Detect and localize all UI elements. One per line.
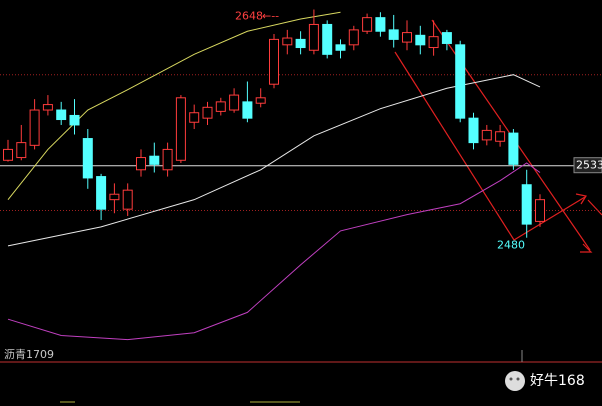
watermark-text: 好牛168 xyxy=(530,373,585,389)
candle-body xyxy=(308,23,319,51)
candle-body xyxy=(56,109,67,121)
candle-body xyxy=(495,131,506,142)
candle-body xyxy=(16,142,27,159)
candle-body xyxy=(375,17,386,32)
candle-body xyxy=(362,17,373,32)
watermark: 好牛168 xyxy=(505,371,585,391)
candle-body xyxy=(136,157,146,171)
candle-body xyxy=(255,97,266,104)
candle-body xyxy=(441,32,452,44)
candle-body xyxy=(202,106,213,119)
candle-body xyxy=(322,23,333,55)
candle-body xyxy=(229,94,240,111)
candle-body xyxy=(388,29,399,40)
candle-body xyxy=(348,29,359,46)
chart-title: 沥青1709 xyxy=(4,348,54,361)
candle-body xyxy=(175,97,186,161)
candle-body xyxy=(69,114,80,126)
candle-body xyxy=(122,189,133,210)
candle-body xyxy=(149,155,160,165)
candle-body xyxy=(109,193,120,201)
candle-body xyxy=(215,101,226,112)
high-arrow: ←-- xyxy=(262,10,279,23)
candle-body xyxy=(282,37,293,46)
high-label: 2648 xyxy=(235,10,263,23)
candle-body xyxy=(455,44,466,119)
candle-body xyxy=(415,34,426,46)
candle-body xyxy=(269,38,279,85)
candle-body xyxy=(428,36,439,49)
low-label: 2480 xyxy=(497,239,525,252)
candle-body xyxy=(82,138,93,179)
candle-body xyxy=(481,129,492,141)
candle-body xyxy=(508,132,519,165)
candle-body xyxy=(29,109,40,146)
candle-body xyxy=(521,184,532,225)
candle-body xyxy=(42,104,53,111)
candle-body xyxy=(162,148,173,171)
candle-body xyxy=(96,176,107,210)
candle-body xyxy=(295,38,306,49)
candle-body xyxy=(402,32,412,43)
candle-body xyxy=(189,112,200,123)
candle-body xyxy=(335,44,346,51)
band-line xyxy=(7,162,541,341)
last-price-box xyxy=(573,157,602,174)
candle-body xyxy=(535,199,545,222)
last-price-label: 2533 xyxy=(576,159,602,172)
band-line xyxy=(7,11,341,200)
candle-body xyxy=(3,148,13,161)
band-line xyxy=(7,74,541,247)
candle-body xyxy=(242,101,253,119)
candle-body xyxy=(468,117,479,144)
